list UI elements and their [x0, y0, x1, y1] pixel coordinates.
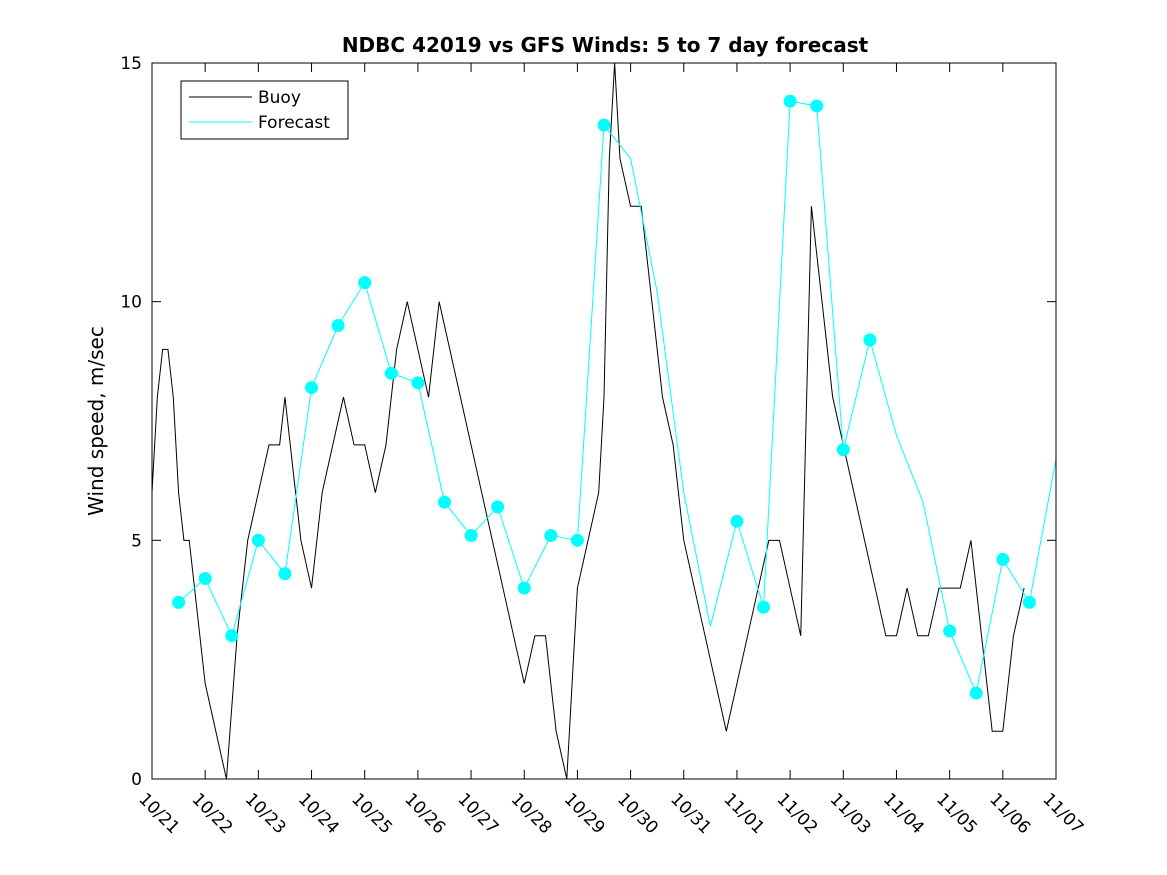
plot-background — [152, 63, 1056, 779]
forecast-marker — [783, 94, 797, 108]
legend: Buoy Forecast — [180, 80, 349, 140]
forecast-marker — [225, 629, 239, 643]
forecast-marker — [969, 686, 983, 700]
forecast-marker — [570, 533, 584, 547]
forecast-marker — [172, 595, 186, 609]
legend-forecast-label: Forecast — [258, 113, 330, 133]
plot-frame — [151, 62, 1057, 780]
forecast-marker — [437, 495, 451, 509]
forecast-marker — [996, 552, 1010, 566]
y-axis-tick-labels: 0 5 10 15 — [120, 54, 142, 790]
forecast-marker — [810, 99, 824, 113]
series-line-buoy — [151, 62, 1025, 780]
legend-box — [180, 80, 349, 140]
forecast-marker — [1022, 595, 1036, 609]
y-tick-label: 10 — [120, 293, 142, 313]
forecast-marker — [384, 366, 398, 380]
forecast-marker — [358, 276, 372, 290]
forecast-marker — [198, 572, 212, 586]
forecast-marker — [517, 581, 531, 595]
y-tick-label: 15 — [120, 54, 142, 74]
forecast-marker — [251, 533, 265, 547]
forecast-marker — [411, 376, 425, 390]
legend-buoy-label: Buoy — [258, 88, 301, 108]
forecast-marker — [278, 567, 292, 581]
forecast-marker — [305, 381, 319, 395]
plot-area — [151, 62, 1057, 780]
series-layer — [151, 62, 1057, 780]
forecast-marker — [544, 529, 558, 543]
forecast-marker — [757, 600, 771, 614]
chart-title: NDBC 42019 vs GFS Winds: 5 to 7 day fore… — [342, 33, 869, 57]
forecast-marker — [597, 118, 611, 132]
tick-marks — [151, 62, 1057, 780]
forecast-marker — [836, 443, 850, 457]
series-line-forecast — [178, 100, 1057, 695]
y-tick-label: 0 — [131, 770, 142, 790]
forecast-marker — [863, 333, 877, 347]
forecast-marker — [464, 529, 478, 543]
y-axis-label: Wind speed, m/sec — [84, 326, 108, 516]
forecast-marker — [491, 500, 505, 514]
forecast-marker — [331, 319, 345, 333]
forecast-marker — [943, 624, 957, 638]
forecast-marker — [730, 514, 744, 528]
y-tick-label: 5 — [131, 531, 142, 551]
